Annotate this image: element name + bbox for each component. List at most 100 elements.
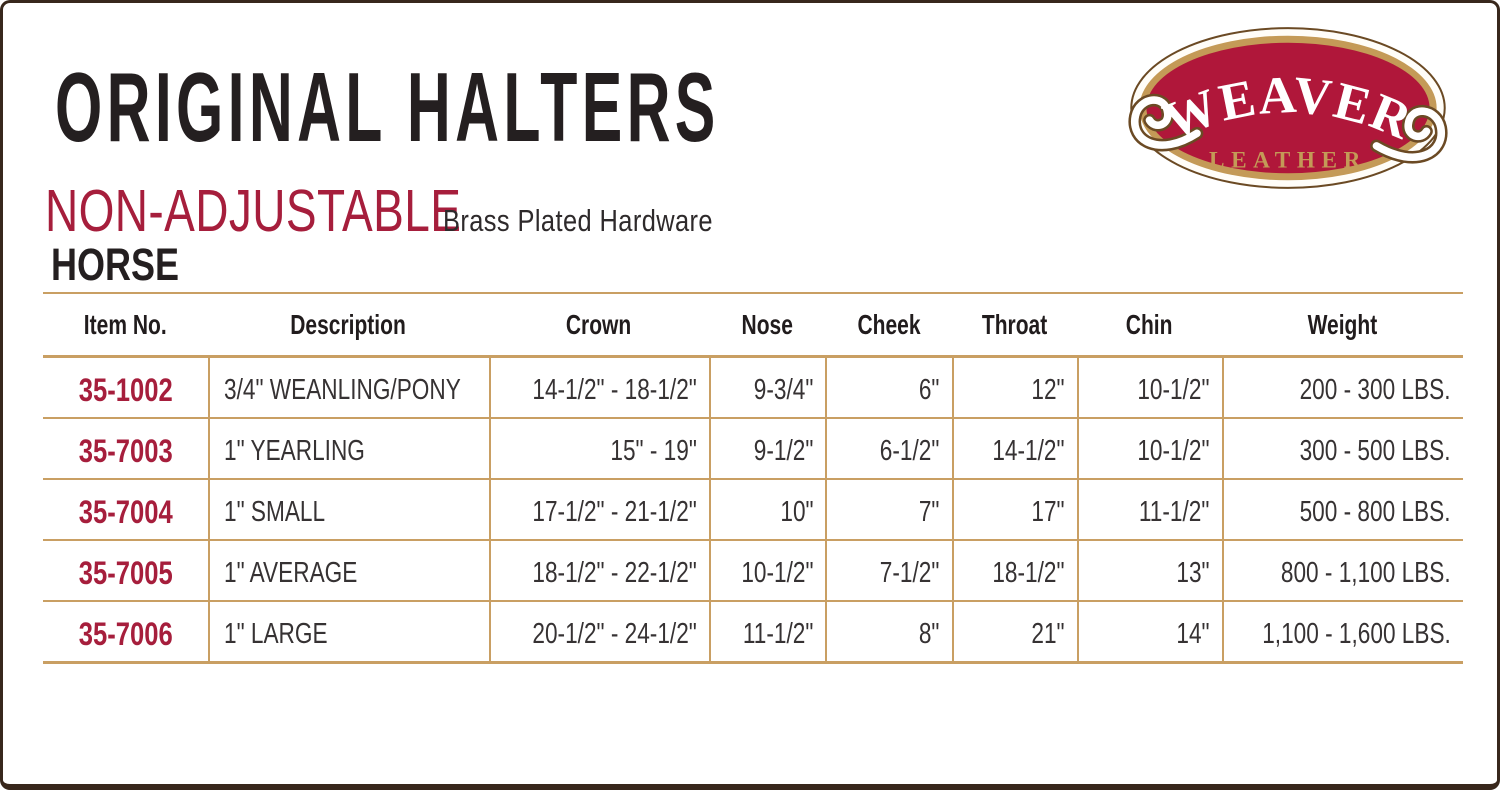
description-cell: 1" YEARLING: [207, 419, 489, 478]
chin-cell: 10-1/2": [1076, 358, 1222, 417]
item-no-cell: 35-7005: [43, 541, 208, 600]
item-no-cell: 35-1002: [43, 358, 208, 417]
column-header-label: Crown: [566, 308, 632, 340]
chin-cell: 11-1/2": [1076, 480, 1222, 539]
column-header-label: Description: [290, 308, 407, 340]
cheek-value: 6-1/2": [880, 434, 940, 467]
nose-cell: 11-1/2": [708, 602, 825, 661]
cheek-cell: 6": [825, 358, 951, 417]
crown-cell: 14-1/2" - 18-1/2": [488, 358, 709, 417]
logo-subbrand-text: LEATHER: [1209, 148, 1367, 174]
subtitle-non-adjustable: NON-ADJUSTABLE: [45, 178, 462, 244]
nose-value: 10": [780, 495, 814, 528]
nose-value: 11-1/2": [742, 617, 814, 650]
weight-value: 300 - 500 LBS.: [1300, 434, 1451, 467]
description-value: 1" SMALL: [223, 495, 325, 528]
crown-cell: 17-1/2" - 21-1/2": [488, 480, 709, 539]
column-header-label: Cheek: [857, 308, 921, 340]
nose-value: 9-1/2": [753, 434, 814, 467]
crown-value: 18-1/2" - 22-1/2": [532, 556, 697, 589]
nose-cell: 9-3/4": [708, 358, 825, 417]
throat-cell: 12": [951, 358, 1077, 417]
weaver-leather-logo-icon: WEAVER LEATHER: [1128, 27, 1448, 189]
crown-cell: 20-1/2" - 24-1/2": [488, 602, 709, 661]
nose-value: 10-1/2": [741, 556, 814, 589]
nose-cell: 10": [708, 480, 825, 539]
column-header-nose: Nose: [709, 309, 825, 341]
cheek-value: 8": [919, 617, 940, 650]
description-value: 1" YEARLING: [223, 434, 365, 467]
cheek-cell: 7": [825, 480, 951, 539]
weight-cell: 500 - 800 LBS.: [1221, 480, 1463, 539]
description-value: 3/4" WEANLING/PONY: [223, 373, 461, 406]
cheek-cell: 7-1/2": [825, 541, 951, 600]
throat-cell: 17": [951, 480, 1077, 539]
description-value: 1" AVERAGE: [223, 556, 358, 589]
column-header-weight: Weight: [1222, 309, 1463, 341]
chin-cell: 13": [1076, 541, 1222, 600]
nose-value: 9-3/4": [753, 373, 814, 406]
column-header-crown: Crown: [489, 309, 709, 341]
column-header-label: Nose: [741, 308, 793, 340]
column-header-cheek: Cheek: [825, 309, 951, 341]
chin-value: 11-1/2": [1139, 495, 1210, 528]
cheek-value: 7-1/2": [880, 556, 940, 589]
crown-value: 15" - 19": [610, 434, 697, 467]
chin-cell: 10-1/2": [1076, 419, 1222, 478]
cheek-cell: 6-1/2": [825, 419, 951, 478]
column-header-label: Weight: [1307, 308, 1378, 340]
crown-value: 14-1/2" - 18-1/2": [532, 373, 697, 406]
column-header-label: Chin: [1125, 308, 1173, 340]
weight-value: 800 - 1,100 LBS.: [1281, 556, 1451, 589]
description-cell: 1" LARGE: [207, 602, 489, 661]
page-title: ORIGINAL HALTERS: [55, 52, 720, 162]
weight-value: 200 - 300 LBS.: [1300, 373, 1451, 406]
subtitle-hardware-note: Brass Plated Hardware: [443, 203, 713, 238]
item-no-cell: 35-7003: [43, 419, 208, 478]
description-cell: 1" SMALL: [207, 480, 489, 539]
weight-cell: 1,100 - 1,600 LBS.: [1221, 602, 1463, 661]
section-heading-horse: HORSE: [51, 239, 180, 290]
throat-value: 21": [1031, 617, 1065, 650]
cheek-value: 7": [919, 495, 940, 528]
table-row: 35-7006 1" LARGE 20-1/2" - 24-1/2" 11-1/…: [43, 602, 1463, 664]
item-no-value: 35-7004: [78, 493, 173, 530]
weight-cell: 200 - 300 LBS.: [1221, 358, 1463, 417]
throat-value: 14-1/2": [992, 434, 1065, 467]
item-no-value: 35-7003: [78, 432, 173, 469]
nose-cell: 10-1/2": [708, 541, 825, 600]
weight-cell: 800 - 1,100 LBS.: [1221, 541, 1463, 600]
cheek-value: 6": [919, 373, 940, 406]
column-header-label: Item No.: [83, 308, 167, 340]
chin-value: 14": [1176, 617, 1210, 650]
item-no-value: 35-7006: [78, 615, 173, 652]
nose-cell: 9-1/2": [708, 419, 825, 478]
column-header-chin: Chin: [1077, 309, 1222, 341]
column-header-item-no: Item No.: [43, 309, 208, 341]
crown-cell: 18-1/2" - 22-1/2": [488, 541, 709, 600]
throat-value: 12": [1031, 373, 1065, 406]
size-table: Item No. Description Crown Nose Cheek Th…: [43, 292, 1463, 664]
item-no-value: 35-1002: [78, 371, 173, 408]
weight-value: 500 - 800 LBS.: [1300, 495, 1451, 528]
throat-cell: 21": [951, 602, 1077, 661]
throat-cell: 18-1/2": [951, 541, 1077, 600]
throat-value: 18-1/2": [992, 556, 1065, 589]
chin-value: 13": [1176, 556, 1210, 589]
description-cell: 3/4" WEANLING/PONY: [207, 358, 489, 417]
crown-value: 17-1/2" - 21-1/2": [532, 495, 697, 528]
cheek-cell: 8": [825, 602, 951, 661]
description-value: 1" LARGE: [223, 617, 328, 650]
crown-cell: 15" - 19": [488, 419, 709, 478]
table-row: 35-7003 1" YEARLING 15" - 19" 9-1/2" 6-1…: [43, 419, 1463, 480]
chin-value: 10-1/2": [1137, 434, 1210, 467]
table-row: 35-1002 3/4" WEANLING/PONY 14-1/2" - 18-…: [43, 358, 1463, 419]
table-row: 35-7004 1" SMALL 17-1/2" - 21-1/2" 10" 7…: [43, 480, 1463, 541]
table-row: 35-7005 1" AVERAGE 18-1/2" - 22-1/2" 10-…: [43, 541, 1463, 602]
throat-cell: 14-1/2": [951, 419, 1077, 478]
item-no-cell: 35-7004: [43, 480, 208, 539]
weight-cell: 300 - 500 LBS.: [1221, 419, 1463, 478]
item-no-value: 35-7005: [78, 554, 173, 591]
table-header-row: Item No. Description Crown Nose Cheek Th…: [43, 292, 1463, 358]
